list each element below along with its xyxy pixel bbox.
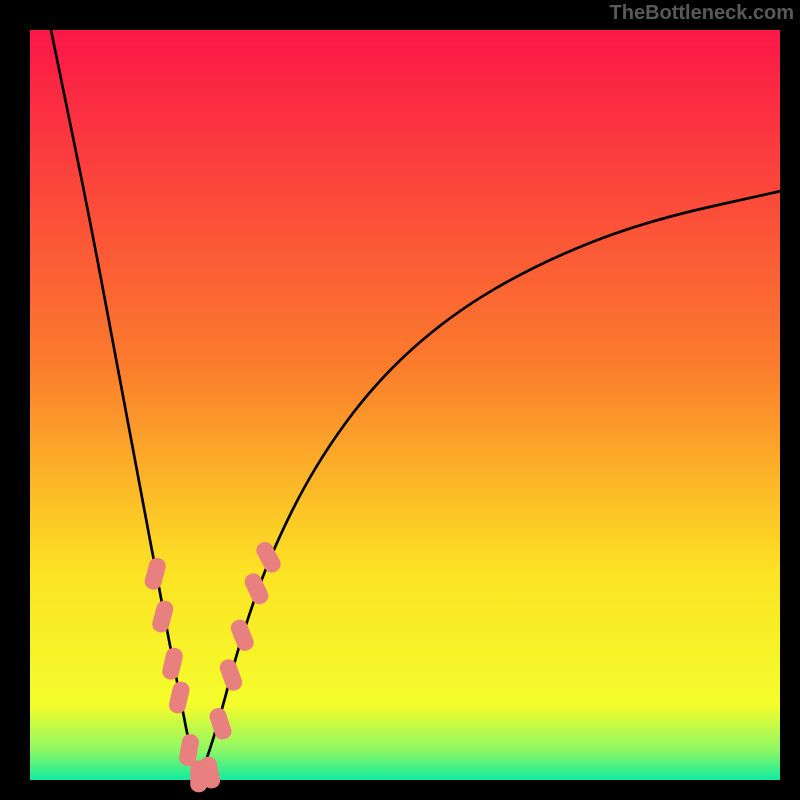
curve-marker: [143, 556, 168, 591]
curve-marker: [228, 617, 256, 653]
watermark-text: TheBottleneck.com: [610, 2, 794, 25]
chart-canvas: TheBottleneck.com: [0, 0, 800, 800]
curve-marker: [207, 706, 233, 742]
curve-marker: [161, 646, 185, 681]
curve-marker: [167, 680, 191, 715]
curve-marker: [150, 599, 175, 634]
curve-marker: [242, 571, 271, 607]
curve-marker: [253, 539, 283, 575]
curve-right-branch: [199, 191, 780, 780]
plot-area: [30, 30, 780, 780]
curve-marker: [218, 657, 245, 693]
bottleneck-curve: [30, 30, 780, 780]
